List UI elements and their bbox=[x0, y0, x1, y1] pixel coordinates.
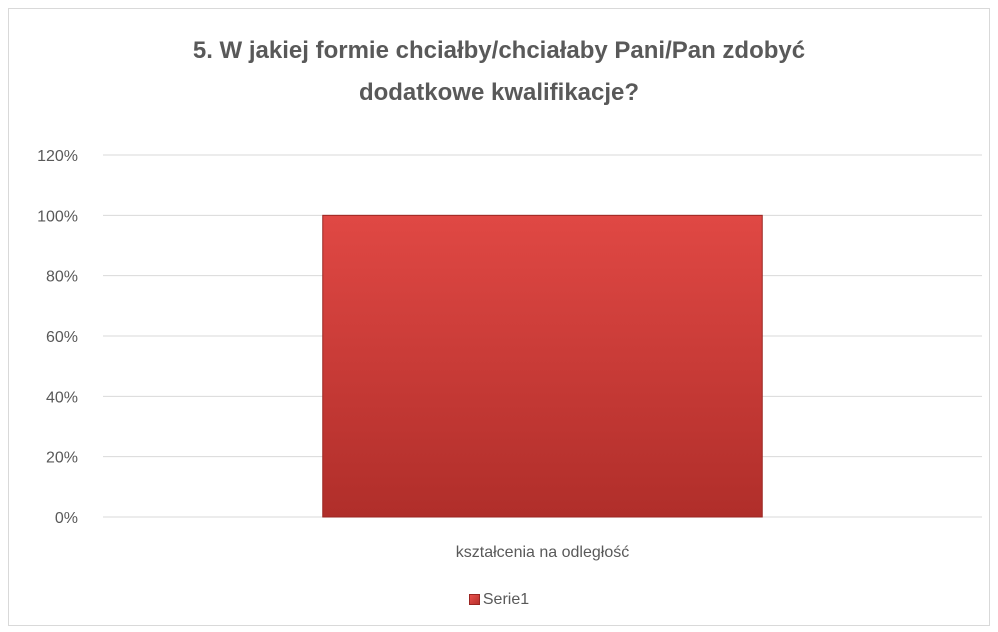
y-tick-label: 20% bbox=[46, 450, 78, 467]
y-tick-label: 60% bbox=[46, 329, 78, 346]
legend: Serie1 bbox=[0, 591, 998, 609]
y-tick-label: 120% bbox=[37, 148, 78, 165]
x-category-label: kształcenia na odległość bbox=[456, 544, 629, 561]
y-tick-label: 0% bbox=[55, 510, 78, 527]
y-tick-label: 100% bbox=[37, 208, 78, 225]
y-tick-label: 80% bbox=[46, 269, 78, 286]
y-tick-label: 40% bbox=[46, 389, 78, 406]
chart-title: 5. W jakiej formie chciałby/chciałaby Pa… bbox=[0, 30, 998, 114]
chart-title-line-1: 5. W jakiej formie chciałby/chciałaby Pa… bbox=[192, 37, 806, 64]
legend-label-serie1: Serie1 bbox=[482, 591, 530, 608]
x-axis-category-labels: kształcenia na odległość bbox=[456, 544, 629, 561]
legend-swatch-serie1 bbox=[468, 594, 480, 605]
chart-title-line-2: dodatkowe kwalifikacje? bbox=[358, 79, 640, 106]
bars bbox=[322, 214, 763, 518]
bar-serie1 bbox=[322, 214, 763, 518]
y-axis-tick-labels: 0% 20% 40% 60% 80% 100% 120% bbox=[37, 148, 78, 527]
